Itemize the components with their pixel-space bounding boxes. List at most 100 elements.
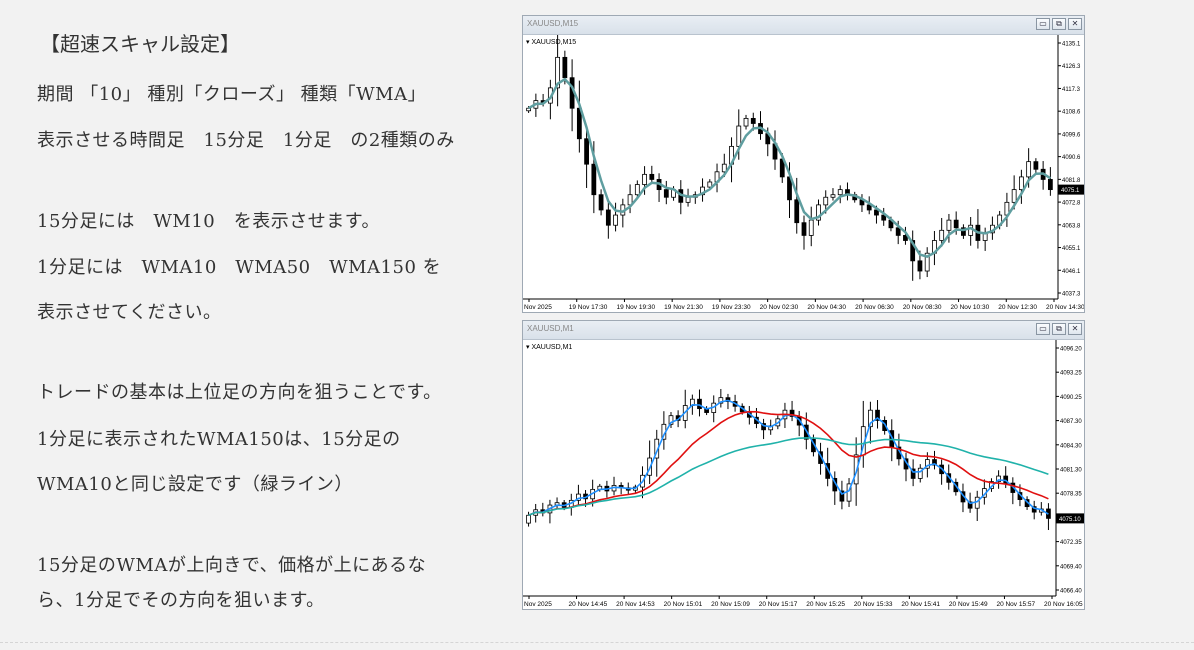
price-tick-label: 4078.35 <box>1060 492 1082 498</box>
candle-body <box>808 219 814 236</box>
candle <box>932 450 937 470</box>
price-tick-label: 4099.6 <box>1062 132 1081 138</box>
candle <box>1010 477 1016 505</box>
chart-m1-plot[interactable]: ▾ XAUUSD,M1 4096.20 4093.25 4090.25 4087.30 4… <box>515 340 1084 610</box>
chart-window-titlebar[interactable]: XAUUSD,M1 ▭ ⧉ ✕ <box>523 321 1084 340</box>
candle <box>1046 503 1051 531</box>
time-tick-label: 20 Nov 16:05 <box>1044 601 1083 608</box>
candle-body <box>953 219 959 229</box>
time-tick-label: 20 Nov 15:57 <box>996 601 1035 608</box>
candle <box>1004 192 1010 227</box>
time-tick-label: 19 Nov 19:30 <box>616 304 655 311</box>
candle-body <box>939 229 945 241</box>
candle <box>743 114 749 130</box>
candle-body <box>718 397 724 404</box>
time-tick-label: 20 Nov 04:30 <box>807 304 846 311</box>
restore-button[interactable]: ⧉ <box>1052 323 1066 335</box>
time-tick-label: 20 Nov 08:30 <box>903 304 942 311</box>
candle-body <box>707 181 713 188</box>
candle <box>714 163 720 193</box>
candle <box>576 80 582 153</box>
candle <box>975 209 981 249</box>
price-tick-label: 4096.20 <box>1060 347 1082 353</box>
candle-body <box>924 252 930 272</box>
chart-symbol-label: ▾ XAUUSD,M15 <box>526 39 576 46</box>
candle-body <box>874 209 879 216</box>
candle <box>1047 167 1053 196</box>
candle <box>569 59 575 132</box>
time-tick-label: 20 Nov 06:30 <box>855 304 894 311</box>
candle <box>910 230 916 281</box>
chart-window-titlebar[interactable]: XAUUSD,M15 ▭ ⧉ ✕ <box>523 16 1084 35</box>
restore-button[interactable]: ⧉ <box>1052 18 1066 30</box>
chart-m15-plot[interactable]: ▾ XAUUSD,M15 4135.1 4126.3 4117.3 4108.6 4099… <box>515 34 1085 313</box>
candle <box>611 476 617 496</box>
candle <box>982 227 988 251</box>
candle <box>845 182 850 201</box>
text-line-green-line: WMA10と同じ設定です（緑ライン） <box>37 474 353 495</box>
candle-body <box>736 125 742 147</box>
candle-body <box>917 467 923 479</box>
candle <box>801 215 807 250</box>
price-tick-label: 4087.30 <box>1060 419 1082 425</box>
close-button[interactable]: ✕ <box>1068 18 1082 30</box>
price-tick-label: 4090.6 <box>1062 155 1081 161</box>
candle-body <box>932 459 937 466</box>
candle <box>555 34 561 107</box>
price-tick-label: 4108.6 <box>1062 110 1081 116</box>
candle-body <box>605 209 611 226</box>
candle-body <box>917 260 923 272</box>
chart-window-m15[interactable]: XAUUSD,M15 ▭ ⧉ ✕ ▾ XAUUSD,M15 4135.1 4126.… <box>515 15 1085 313</box>
close-button[interactable]: ✕ <box>1068 323 1082 335</box>
candle-body <box>837 189 843 196</box>
price-tick-label: 4037.3 <box>1062 292 1081 298</box>
text-line-m1-setting: 1分足には WMA10 WMA50 WMA150 を <box>37 257 442 278</box>
price-tick-label: 4081.8 <box>1062 178 1081 184</box>
time-tick-label: 20 Nov 15:09 <box>711 601 750 608</box>
candle-body <box>925 459 930 469</box>
bottom-divider <box>0 642 1194 643</box>
candle <box>794 177 800 234</box>
candle-body <box>642 173 647 185</box>
candle <box>656 173 662 202</box>
price-tick-label: 4069.40 <box>1060 564 1082 570</box>
time-tick-label: 20 Nov 15:49 <box>949 601 988 608</box>
candle-body <box>903 235 908 241</box>
candle <box>961 224 966 239</box>
candle <box>939 217 945 247</box>
candle-body <box>910 240 916 262</box>
time-tick-label: 20 Nov 10:30 <box>951 304 990 311</box>
price-tick-label: 4072.8 <box>1062 201 1081 207</box>
candle <box>772 130 778 170</box>
text-line-direction-2: ら、1分足でその方向を狙います。 <box>37 590 325 611</box>
chart-window-m1[interactable]: XAUUSD,M1 ▭ ⧉ ✕ ▾ XAUUSD,M1 4096.20 4093.2… <box>515 320 1085 610</box>
candle-body <box>996 475 1001 482</box>
candle <box>661 411 667 450</box>
candle-body <box>576 493 581 501</box>
candle-body <box>649 173 655 180</box>
chart-symbol-label: ▾ XAUUSD,M1 <box>526 344 572 351</box>
candle <box>974 490 980 522</box>
candle-body <box>591 163 597 196</box>
wma-line-wma150 <box>528 437 1049 517</box>
candle <box>725 393 731 410</box>
minimize-button[interactable]: ▭ <box>1036 323 1050 335</box>
price-tick-label: 4063.8 <box>1062 223 1081 229</box>
candle-body <box>598 194 604 211</box>
time-tick-label: 20 Nov 02:30 <box>760 304 799 311</box>
candle <box>718 388 724 408</box>
candle-body <box>830 194 836 198</box>
time-tick-label: 20 Nov 2025 <box>523 601 552 608</box>
candle-body <box>895 227 901 236</box>
candle <box>846 478 852 507</box>
text-line-please-display: 表示させてください。 <box>37 302 222 323</box>
candle <box>1033 158 1039 173</box>
current-price-label: 4075.10 <box>1059 517 1081 523</box>
price-tick-label: 4084.30 <box>1060 443 1082 449</box>
candle <box>866 196 872 215</box>
candle-body <box>562 56 568 79</box>
minimize-button[interactable]: ▭ <box>1036 18 1050 30</box>
candle <box>830 188 836 201</box>
candle <box>576 484 581 505</box>
candle <box>554 497 560 510</box>
